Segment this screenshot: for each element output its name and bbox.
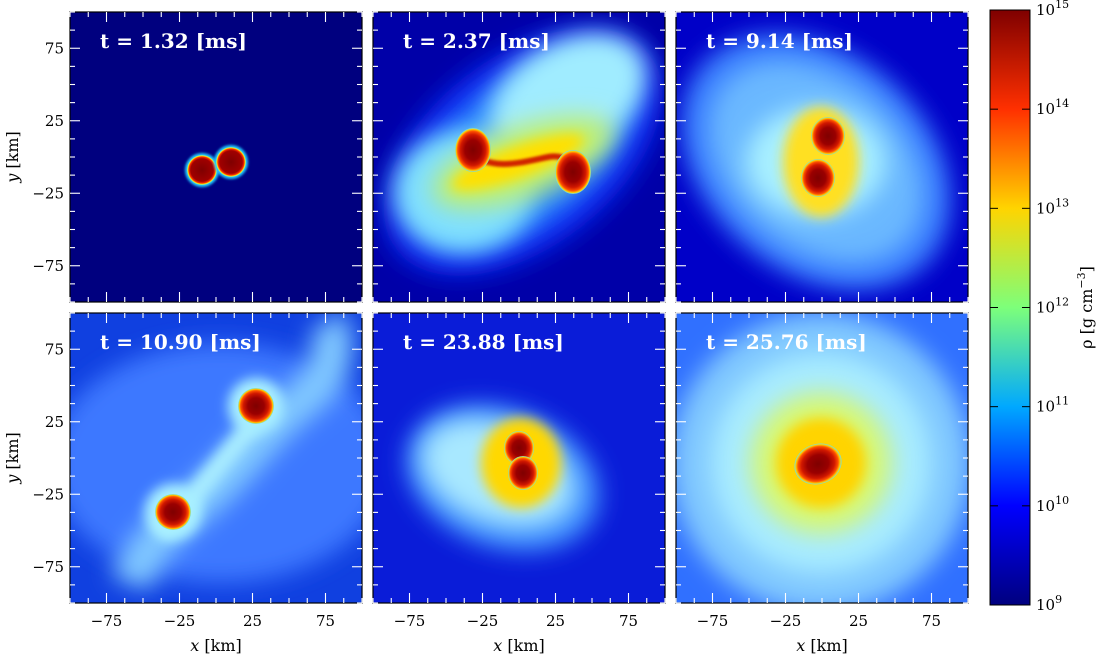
y-axis-label: y [km]: [3, 131, 22, 183]
density-panel: t = 23.88 [ms] −75 −25 25 75 x [km]: [372, 312, 666, 655]
time-label: t = 23.88 [ms]: [403, 330, 564, 354]
y-tick-label: −75: [32, 558, 64, 576]
time-label: t = 10.90 [ms]: [100, 330, 261, 354]
colorbar-tick-label: 1010: [1036, 494, 1069, 515]
x-tick-label: 75: [316, 612, 335, 630]
x-tick-label: −25: [467, 612, 499, 630]
panel-ticks: [372, 312, 666, 604]
time-label: t = 9.14 [ms]: [706, 29, 853, 53]
colorbar-tick-label: 1015: [1036, 0, 1069, 19]
y-tick-label: 75: [45, 340, 64, 358]
y-tick-label: −25: [32, 184, 64, 202]
x-tick-label: −75: [394, 612, 426, 630]
x-tick-label: 75: [619, 612, 638, 630]
colorbar-title: ρ [g cm−3]: [1075, 266, 1096, 349]
density-panel: t = 10.90 [ms] −75 −25 25 75 x [km] 75 25 −25 −75…: [3, 312, 363, 655]
panel-ticks: [69, 11, 363, 303]
x-tick-label: 75: [922, 612, 941, 630]
density-map: [70, 12, 362, 302]
density-map: [676, 12, 968, 302]
x-axis-label: x [km]: [190, 636, 241, 655]
x-tick-label: −25: [770, 612, 802, 630]
y-tick-label: 25: [45, 112, 64, 130]
time-label: t = 2.37 [ms]: [403, 29, 550, 53]
x-axis-label: x [km]: [796, 636, 847, 655]
density-panel: t = 1.32 [ms] 75 25 −25 −75 y [km]: [3, 11, 363, 303]
y-tick-label: −75: [32, 257, 64, 275]
x-tick-label: 25: [546, 612, 565, 630]
x-tick-label: −25: [164, 612, 196, 630]
density-map: [373, 12, 665, 302]
time-label: t = 1.32 [ms]: [100, 29, 247, 53]
colorbar-tick-label: 109: [1036, 593, 1062, 614]
colorbar-tick-label: 1011: [1036, 395, 1069, 416]
x-tick-label: −75: [91, 612, 123, 630]
density-map: [70, 313, 362, 603]
colorbar-tick-label: 1014: [1036, 97, 1069, 118]
density-panel: t = 2.37 [ms]: [372, 11, 666, 303]
panel-ticks: [69, 312, 363, 604]
density-map: [676, 313, 968, 603]
panels: t = 1.32 [ms] 75 25 −25 −75 y [km] t = 2.37 [m…: [3, 11, 969, 655]
y-tick-label: 25: [45, 413, 64, 431]
panel-ticks: [675, 11, 969, 303]
y-tick-label: −25: [32, 485, 64, 503]
time-label: t = 25.76 [ms]: [706, 330, 867, 354]
panel-ticks: [372, 11, 666, 303]
colorbar-tick-label: 1013: [1036, 196, 1069, 217]
density-map: [373, 313, 665, 603]
colorbar: 109 1010 1011 1012 1013 1014 1015 ρ [g cm−3]: [989, 0, 1096, 614]
y-axis-label: y [km]: [3, 432, 22, 484]
density-panel: t = 25.76 [ms] −75 −25 25 75 x [km]: [675, 312, 969, 655]
x-axis-label: x [km]: [493, 636, 544, 655]
panel-ticks: [675, 312, 969, 604]
density-panel: t = 9.14 [ms]: [675, 11, 969, 303]
x-tick-label: 25: [243, 612, 262, 630]
x-tick-label: 25: [849, 612, 868, 630]
x-tick-label: −75: [697, 612, 729, 630]
colorbar-tick-label: 1012: [1036, 296, 1069, 317]
y-tick-label: 75: [45, 39, 64, 57]
